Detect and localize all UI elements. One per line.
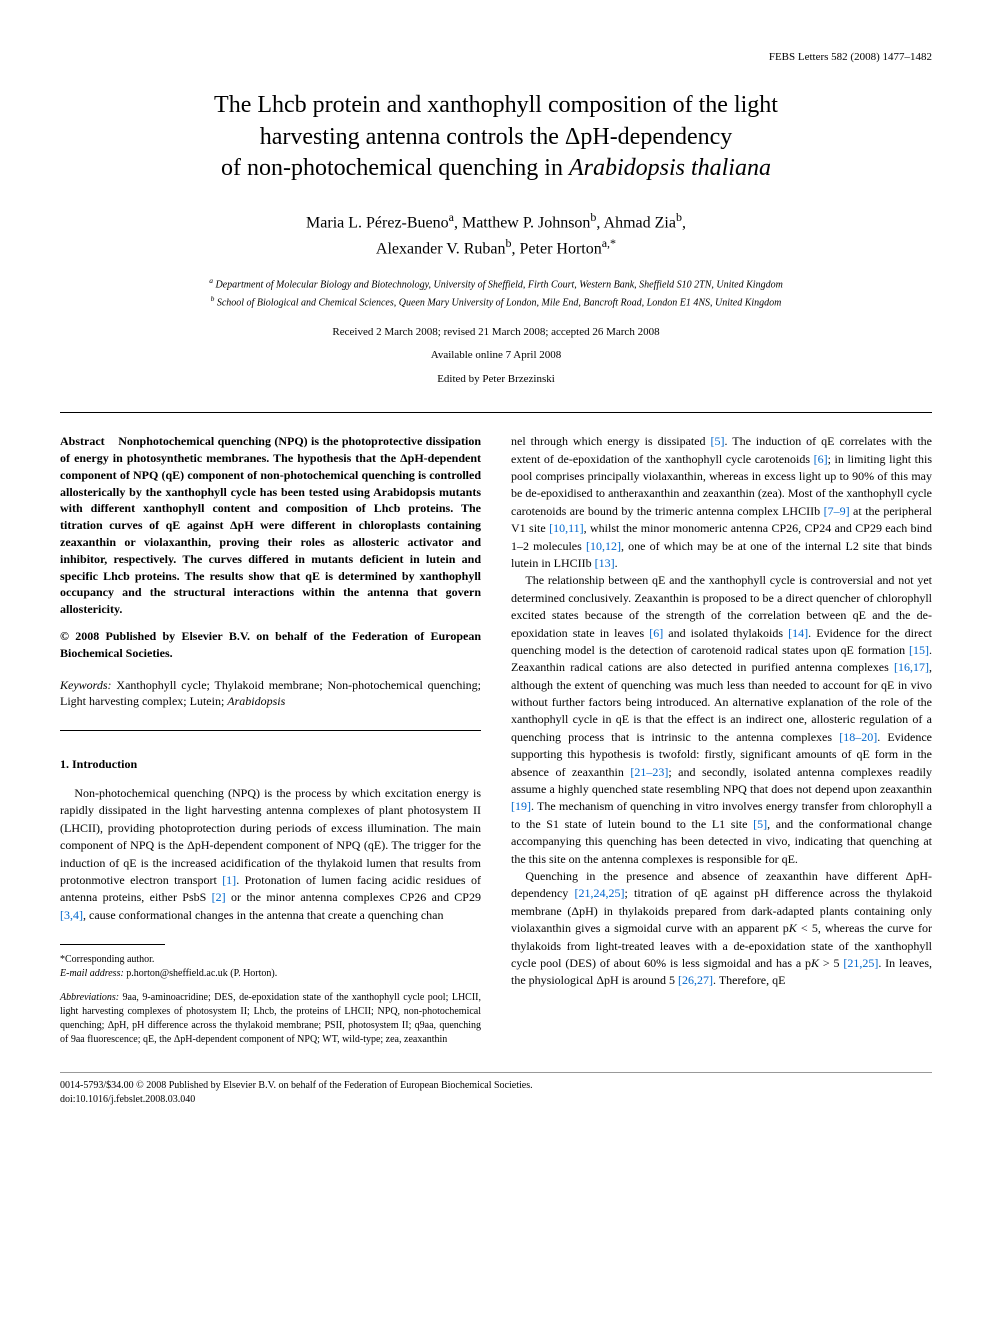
ref-15[interactable]: [15] xyxy=(909,643,929,657)
affiliations: a Department of Molecular Biology and Bi… xyxy=(60,275,932,310)
col2-p3: Quenching in the presence and absence of… xyxy=(511,868,932,990)
ref-3-4[interactable]: [3,4] xyxy=(60,908,83,922)
email-address[interactable]: p.horton@sheffield.ac.uk (P. Horton). xyxy=(124,968,277,979)
footnote-separator xyxy=(60,944,165,945)
copyright: © 2008 Published by Elsevier B.V. on beh… xyxy=(60,628,481,662)
left-column: Abstract Nonphotochemical quenching (NPQ… xyxy=(60,433,481,1047)
corresponding-author: *Corresponding author. xyxy=(60,953,481,967)
available-date: Available online 7 April 2008 xyxy=(60,348,932,363)
ref-19[interactable]: [19] xyxy=(511,799,531,813)
col2-p1: nel through which energy is dissipated [… xyxy=(511,433,932,572)
edited-by: Edited by Peter Brzezinski xyxy=(60,372,932,387)
abstract-label: Abstract xyxy=(60,434,105,448)
ref-1[interactable]: [1] xyxy=(222,873,236,887)
col2-p1-g: . xyxy=(615,556,618,570)
title-line3: of non-photochemical quenching in xyxy=(221,155,569,181)
abbreviations: Abbreviations: 9aa, 9-aminoacridine; DES… xyxy=(60,991,481,1047)
author-sep1: , Matthew P. Johnson xyxy=(454,214,590,231)
footer-doi: doi:10.1016/j.febslet.2008.03.040 xyxy=(60,1093,932,1107)
title-line1: The Lhcb protein and xanthophyll composi… xyxy=(214,92,778,118)
ref-16-17[interactable]: [16,17] xyxy=(894,660,929,674)
two-column-layout: Abstract Nonphotochemical quenching (NPQ… xyxy=(60,433,932,1047)
email-label: E-mail address: xyxy=(60,968,124,979)
ref-5b[interactable]: [5] xyxy=(753,817,767,831)
abstract-text xyxy=(108,434,118,448)
right-column: nel through which energy is dissipated [… xyxy=(511,433,932,1047)
ref-5[interactable]: [5] xyxy=(711,434,725,448)
ref-6[interactable]: [6] xyxy=(814,452,828,466)
col2-p3-d: > 5 xyxy=(819,956,843,970)
email-footnote: E-mail address: p.horton@sheffield.ac.uk… xyxy=(60,967,481,981)
abstract-block: Abstract Nonphotochemical quenching (NPQ… xyxy=(60,433,481,618)
intro-body: Non-photochemical quenching (NPQ) is the… xyxy=(60,785,481,924)
ref-21-23[interactable]: [21–23] xyxy=(630,765,668,779)
keywords-species: Arabidopsis xyxy=(227,694,285,708)
ref-26-27[interactable]: [26,27] xyxy=(678,973,713,987)
abbrev-label: Abbreviations: xyxy=(60,992,119,1003)
author-sep2: , Ahmad Zia xyxy=(596,214,676,231)
affil-a: Department of Molecular Biology and Biot… xyxy=(213,280,783,291)
ref-10-12[interactable]: [10,12] xyxy=(586,539,621,553)
ref-2[interactable]: [2] xyxy=(212,890,226,904)
ref-21-25[interactable]: [21,25] xyxy=(843,956,878,970)
title-species: Arabidopsis thaliana xyxy=(569,155,771,181)
footer-copyright: 0014-5793/$34.00 © 2008 Published by Els… xyxy=(60,1079,932,1093)
intro-paragraph-1: Non-photochemical quenching (NPQ) is the… xyxy=(60,785,481,924)
intro-p1-c: or the minor antenna complexes CP26 and … xyxy=(226,890,481,904)
author-5-sup: a,* xyxy=(602,236,616,250)
col2-p2: The relationship between qE and the xant… xyxy=(511,572,932,868)
author-sep3: , xyxy=(682,214,686,231)
ref-10-11[interactable]: [10,11] xyxy=(549,521,584,535)
article-title: The Lhcb protein and xanthophyll composi… xyxy=(60,90,932,184)
affil-b: School of Biological and Chemical Scienc… xyxy=(214,297,781,308)
col2-p3-K2: K xyxy=(811,956,819,970)
col2-p1-a: nel through which energy is dissipated xyxy=(511,434,711,448)
journal-header: FEBS Letters 582 (2008) 1477–1482 xyxy=(60,50,932,65)
authors: Maria L. Pérez-Buenoa, Matthew P. Johnso… xyxy=(60,209,932,260)
keywords-divider xyxy=(60,730,481,731)
ref-21-24-25[interactable]: [21,24,25] xyxy=(575,886,625,900)
col2-p2-b: and isolated thylakoids xyxy=(663,626,788,640)
ref-18-20[interactable]: [18–20] xyxy=(839,730,877,744)
page-footer: 0014-5793/$34.00 © 2008 Published by Els… xyxy=(60,1072,932,1107)
received-date: Received 2 March 2008; revised 21 March … xyxy=(60,325,932,340)
section-1-heading: 1. Introduction xyxy=(60,756,481,773)
ref-6b[interactable]: [6] xyxy=(649,626,663,640)
title-line2: harvesting antenna controls the ΔpH-depe… xyxy=(260,124,733,150)
col2-p3-K1: K xyxy=(789,921,797,935)
intro-p1-d: , cause conformational changes in the an… xyxy=(83,908,444,922)
abstract-content: Nonphotochemical quenching (NPQ) is the … xyxy=(60,434,481,616)
ref-13[interactable]: [13] xyxy=(595,556,615,570)
header-divider xyxy=(60,412,932,413)
abbrev-text: 9aa, 9-aminoacridine; DES, de-epoxidatio… xyxy=(60,992,481,1045)
author-4: Alexander V. Ruban xyxy=(376,240,506,257)
keywords-label: Keywords: xyxy=(60,678,112,692)
keywords: Keywords: Xanthophyll cycle; Thylakoid m… xyxy=(60,677,481,711)
col2-body: nel through which energy is dissipated [… xyxy=(511,433,932,990)
ref-7-9[interactable]: [7–9] xyxy=(824,504,850,518)
author-1: Maria L. Pérez-Bueno xyxy=(306,214,449,231)
intro-p1-a: Non-photochemical quenching (NPQ) is the… xyxy=(60,786,481,887)
col2-p3-f: . Therefore, qE xyxy=(713,973,785,987)
author-sep4: , Peter Horton xyxy=(512,240,602,257)
ref-14[interactable]: [14] xyxy=(788,626,808,640)
